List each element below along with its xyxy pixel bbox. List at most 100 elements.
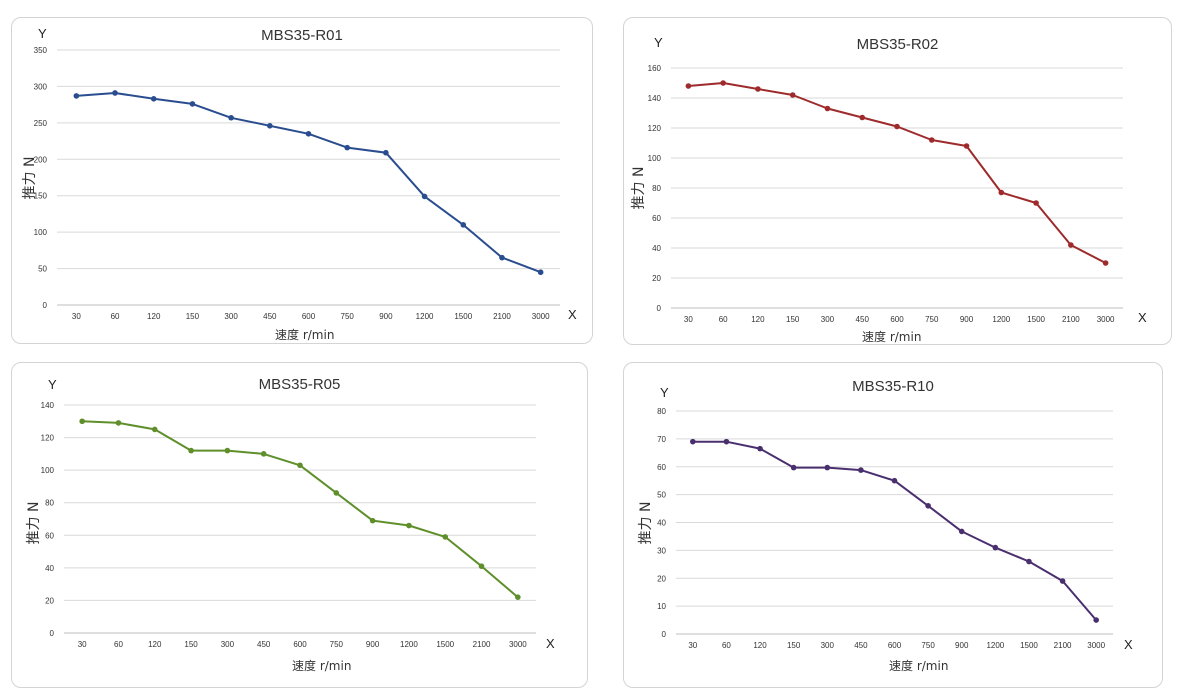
y-tick-label: 160 [648,64,662,73]
data-point [537,269,544,276]
x-tick-label: 30 [72,312,81,321]
data-point [150,96,157,102]
y-tick-label: 150 [34,192,48,201]
y-tick-label: 40 [652,244,661,253]
x-tick-label: 600 [302,312,316,321]
x-tick-label: 750 [330,640,344,649]
data-point [690,438,696,445]
chart-title: MBS35-R10 [852,378,934,395]
y-tick-label: 10 [657,602,666,611]
data-point [112,90,118,96]
data-point [73,93,80,99]
data-point [992,544,999,551]
x-axis-label: 速度 r/min [292,659,352,673]
x-axis-letter: X [1138,310,1147,325]
y-tick-label: 70 [657,435,666,444]
y-tick-label: 0 [662,630,667,639]
data-point [1093,617,1099,623]
data-point [824,464,831,471]
data-point [1068,242,1074,248]
data-point [421,193,428,200]
y-tick-label: 80 [652,184,661,193]
data-point [928,137,935,143]
y-tick-label: 80 [657,407,666,416]
x-tick-label: 1200 [400,640,418,649]
series-line [688,82,1107,264]
y-tick-label: 350 [34,46,48,55]
data-point [1059,578,1066,584]
x-tick-label: 1500 [1020,641,1038,650]
data-point [260,451,267,457]
y-tick-label: 80 [45,499,54,508]
data-point [925,502,931,509]
x-axis-letter: X [546,636,555,651]
y-axis-letter: Y [38,26,47,41]
data-point [963,143,970,149]
y-tick-label: 120 [41,434,55,443]
y-tick-label: 50 [38,265,47,274]
series-line [76,92,542,274]
data-point [789,92,796,98]
data-point [383,149,389,156]
x-tick-label: 900 [955,641,969,650]
x-tick-label: 1200 [416,312,434,321]
y-tick-label: 0 [50,629,55,638]
data-point [333,490,340,496]
x-tick-label: 120 [148,640,162,649]
y-tick-label: 0 [657,304,662,313]
y-axis-letter: Y [48,377,57,392]
data-point [958,528,965,535]
x-tick-label: 300 [221,640,235,649]
x-tick-label: 2100 [493,312,511,321]
x-axis-letter: X [1124,637,1133,652]
x-tick-label: 600 [888,641,902,650]
x-tick-label: 60 [722,641,731,650]
x-tick-label: 3000 [532,312,550,321]
x-tick-label: 2100 [473,640,491,649]
data-point [79,418,85,425]
y-tick-label: 40 [45,564,54,573]
x-tick-label: 2100 [1054,641,1072,650]
data-point [515,594,521,600]
data-point [757,445,763,452]
data-point [720,80,726,86]
line-chart-r01: 0 50 100 150 200 250 300 350 30 60 120 150 300 450 600… [34,46,560,321]
x-tick-label: 60 [719,315,728,324]
x-tick-label: 3000 [509,640,527,649]
data-point [824,105,831,112]
x-tick-label: 1200 [992,315,1010,324]
data-point [305,130,312,137]
data-point [267,122,273,129]
data-point [344,144,350,151]
data-point [859,114,866,121]
data-point [723,438,730,445]
x-tick-label: 450 [854,641,868,650]
y-tick-label: 100 [648,154,662,163]
y-tick-label: 40 [657,519,666,528]
y-tick-label: 250 [34,119,48,128]
data-point [151,426,158,433]
series-line [692,440,1097,621]
data-point [188,447,194,454]
data-point [406,522,412,529]
chart-panel-r01: MBS35-R01 Y X 推力 N 速度 r/min 0 50 100 150 200… [11,17,593,344]
x-tick-label: 30 [688,641,697,650]
x-tick-label: 1500 [436,640,454,649]
y-axis-letter: Y [654,35,663,50]
x-tick-label: 750 [925,315,939,324]
y-axis-letter: Y [660,385,669,400]
x-tick-label: 3000 [1087,641,1105,650]
y-tick-label: 140 [648,94,662,103]
x-tick-label: 900 [379,312,393,321]
line-chart-r10: 0 10 20 30 40 50 60 70 80 30 60 120 150 300 450 600 750 9… [657,407,1113,650]
x-tick-label: 450 [856,315,870,324]
x-tick-label: 30 [684,315,693,324]
x-tick-label: 600 [890,315,904,324]
y-tick-label: 60 [652,214,661,223]
x-tick-label: 300 [821,315,835,324]
y-tick-label: 140 [41,401,55,410]
series-line [82,420,519,598]
x-tick-label: 600 [293,640,307,649]
x-tick-label: 750 [341,312,355,321]
x-tick-label: 150 [786,315,800,324]
